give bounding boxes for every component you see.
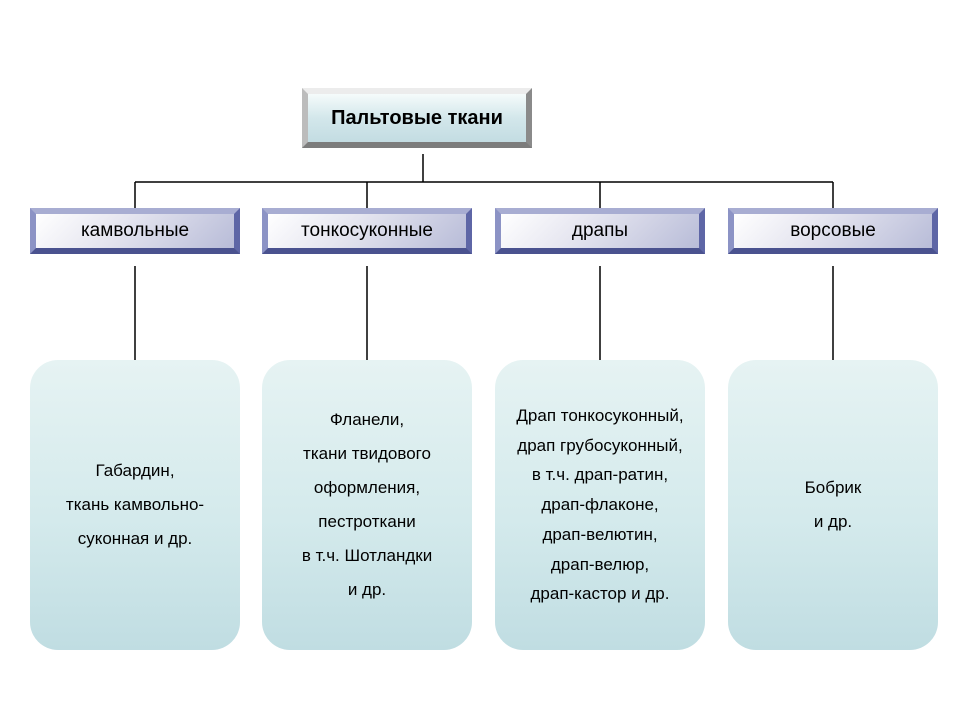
- description-line: драп-кастор и др.: [530, 579, 669, 609]
- root-label: Пальтовые ткани: [331, 107, 503, 130]
- description-line: драп-флаконе,: [541, 490, 658, 520]
- category-label: ворсовые: [790, 220, 876, 242]
- fabric-classification-diagram: Пальтовые ткани камвольные тонкосуконные…: [0, 0, 960, 720]
- description-line: драп грубосуконный,: [517, 431, 682, 461]
- category-label: тонкосуконные: [301, 220, 433, 242]
- description-line: ткани твидового: [303, 437, 431, 471]
- description-line: драп-велюр,: [551, 550, 649, 580]
- category-node-0: камвольные: [30, 208, 240, 254]
- category-node-3: ворсовые: [728, 208, 938, 254]
- category-label: камвольные: [81, 220, 189, 242]
- description-line: в т.ч. драп-ратин,: [532, 460, 668, 490]
- root-node: Пальтовые ткани: [302, 88, 532, 148]
- description-line: Фланели,: [330, 403, 404, 437]
- description-box-2: Драп тонкосуконный,драп грубосуконный,в …: [495, 360, 705, 650]
- description-line: Габардин,: [95, 454, 174, 488]
- description-line: пестроткани: [318, 505, 415, 539]
- description-line: оформления,: [314, 471, 420, 505]
- description-line: Бобрик: [805, 471, 862, 505]
- category-node-1: тонкосуконные: [262, 208, 472, 254]
- description-line: Драп тонкосуконный,: [516, 401, 683, 431]
- description-box-3: Бобрики др.: [728, 360, 938, 650]
- description-box-0: Габардин,ткань камвольно-суконная и др.: [30, 360, 240, 650]
- description-line: суконная и др.: [78, 522, 193, 556]
- description-line: и др.: [814, 505, 852, 539]
- category-node-2: драпы: [495, 208, 705, 254]
- description-line: драп-велютин,: [542, 520, 657, 550]
- description-box-1: Фланели,ткани твидовогооформления,пестро…: [262, 360, 472, 650]
- category-label: драпы: [572, 220, 628, 242]
- description-line: в т.ч. Шотландки: [302, 539, 432, 573]
- description-line: ткань камвольно-: [66, 488, 204, 522]
- description-line: и др.: [348, 573, 386, 607]
